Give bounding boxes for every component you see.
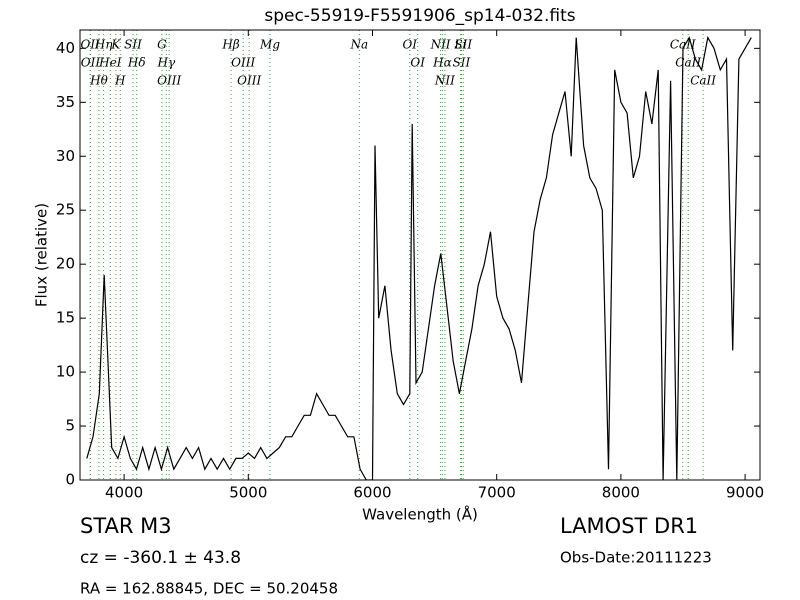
y-axis-label: Flux (relative) <box>33 203 51 307</box>
x-tick-label: 6000 <box>353 484 391 502</box>
spectral-line-label: NII <box>434 74 455 88</box>
spectral-line-label: CaII <box>690 74 716 88</box>
y-tick-label: 5 <box>65 417 75 435</box>
y-tick-label: 25 <box>56 201 75 219</box>
object-class: STAR M3 <box>80 514 172 538</box>
spectral-line-label: OIII <box>237 74 261 88</box>
y-tick-label: 15 <box>56 309 75 327</box>
spectral-line-label: SII <box>454 38 472 52</box>
survey: LAMOST DR1 <box>560 514 698 538</box>
spectral-line-label: Li <box>454 38 467 52</box>
plot-frame <box>79 29 761 481</box>
y-tick-label: 30 <box>56 147 75 165</box>
spectral-line-label: OIII <box>231 56 255 70</box>
x-tick-label: 7000 <box>478 484 516 502</box>
spectrum <box>86 35 752 480</box>
spectral-line-label: Hθ <box>89 74 108 88</box>
spectral-line-label: SII <box>453 56 471 70</box>
redshift: cz = -360.1 ± 43.8 <box>80 548 241 568</box>
y-tick-label: 10 <box>56 363 75 381</box>
spectral-line-label: Hγ <box>156 56 175 70</box>
spectral-line-label: Hα <box>432 56 452 70</box>
x-tick-label: 5000 <box>229 484 267 502</box>
spectral-line-label: CaII <box>670 38 696 52</box>
y-tick-label: 35 <box>56 93 75 111</box>
spectral-line-label: K <box>110 38 121 52</box>
y-tick-label: 40 <box>56 39 75 57</box>
x-tick-label: 8000 <box>602 484 640 502</box>
spectral-line-label: OI <box>402 38 417 52</box>
x-tick-label: 4000 <box>105 484 143 502</box>
x-axis-label: Wavelength (Å) <box>362 505 478 524</box>
spectral-line-label: G <box>157 38 167 52</box>
spectral-line-label: OI <box>410 56 425 70</box>
spectral-line-label: NII <box>430 38 451 52</box>
spectral-line-label: SII <box>124 38 142 52</box>
y-tick-label: 0 <box>65 471 75 489</box>
coordinates: RA = 162.88845, DEC = 50.20458 <box>80 580 338 598</box>
spectral-line-label: Mg <box>259 38 280 52</box>
chart-title: spec-55919-F5591906_sp14-032.fits <box>264 6 575 26</box>
spectral-line-label: Hβ <box>221 38 239 52</box>
spectral-line-label: OIII <box>157 74 181 88</box>
y-tick-label: 20 <box>56 255 75 273</box>
spectral-line-label: OII <box>81 56 101 70</box>
spectral-line-label: Hη <box>94 38 113 52</box>
spectral-line-label: HeI <box>98 56 122 70</box>
spectral-line-label: H <box>114 74 126 88</box>
obs-date: Obs-Date:20111223 <box>560 549 712 567</box>
x-tick-label: 9000 <box>726 484 764 502</box>
spectral-line-label: Hδ <box>127 56 146 70</box>
spectral-line-label: Na <box>349 38 368 52</box>
